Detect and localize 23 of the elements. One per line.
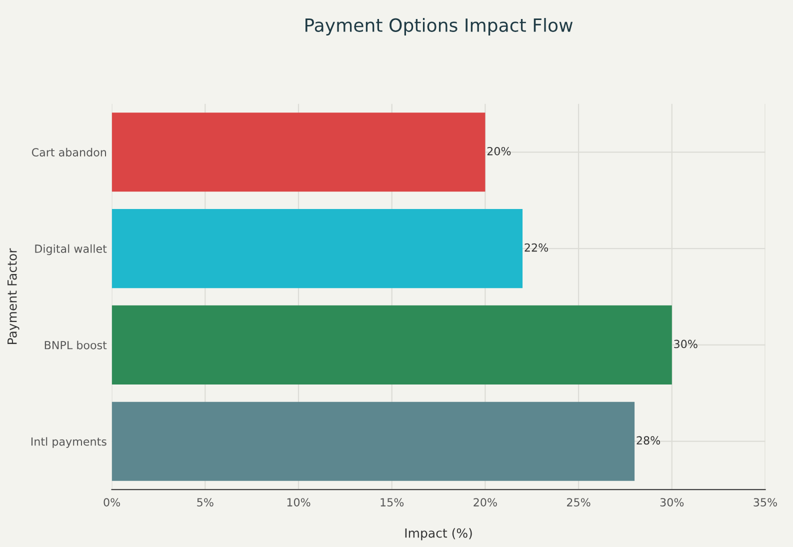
x-tick-label: 10% xyxy=(287,498,310,506)
data-label: 22% xyxy=(524,243,548,252)
bar xyxy=(112,402,635,481)
y-axis-title: Payment Factor xyxy=(8,248,20,344)
x-tick-label: 5% xyxy=(197,498,214,506)
x-tick-label: 25% xyxy=(567,498,590,506)
y-tick-label: BNPL boost xyxy=(44,340,107,350)
bar xyxy=(112,209,523,288)
y-tick-label: Intl payments xyxy=(31,437,106,448)
x-tick-label: 0% xyxy=(104,498,120,506)
chart-title: Payment Options Impact Flow xyxy=(306,18,573,36)
y-tick-label: Cart abandon xyxy=(32,148,106,157)
x-tick-label: 35% xyxy=(754,498,777,506)
data-label: 20% xyxy=(487,146,511,156)
x-tick-label: 15% xyxy=(380,498,404,506)
x-tick-label: 20% xyxy=(474,498,497,506)
data-label: 30% xyxy=(674,340,698,348)
x-tick-label: 30% xyxy=(660,498,684,506)
y-tick-label: Digital wallet xyxy=(35,244,107,256)
data-label: 28% xyxy=(636,436,660,445)
x-axis-title: Impact (%) xyxy=(405,528,472,540)
bar xyxy=(112,305,672,384)
bar xyxy=(112,112,486,192)
